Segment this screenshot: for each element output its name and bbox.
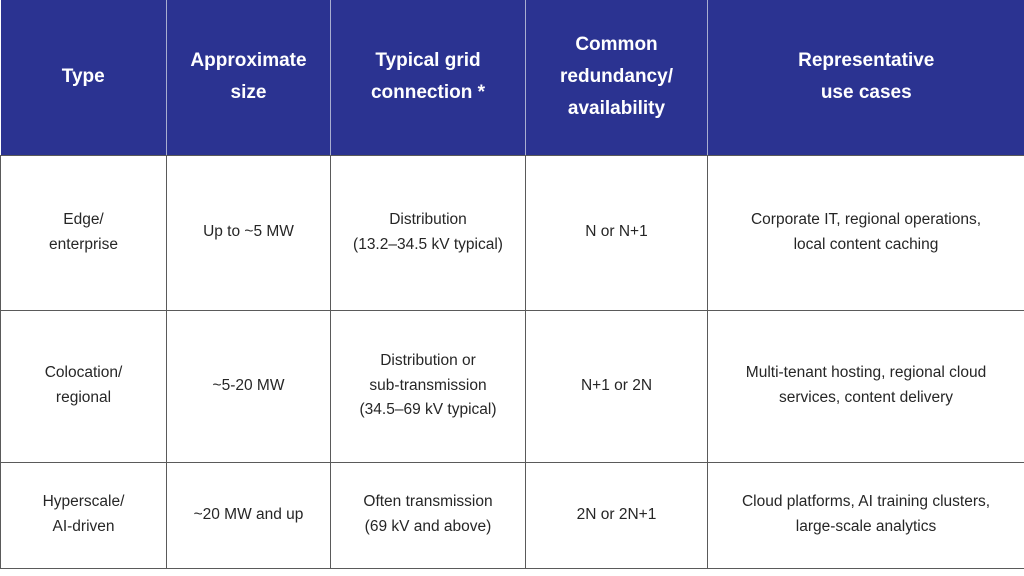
- table-row-colocation-regional: Colocation/ regional ~5-20 MW Distributi…: [0, 309, 1024, 463]
- cell-grid-connection: Distribution (13.2–34.5 kV typical): [330, 154, 526, 311]
- cell-type: Edge/ enterprise: [0, 154, 167, 311]
- cell-size: Up to ~5 MW: [166, 154, 331, 311]
- header-row: Type Approximate size Typical grid conne…: [0, 0, 1024, 156]
- table-row-edge-enterprise: Edge/ enterprise Up to ~5 MW Distributio…: [0, 154, 1024, 311]
- table-body: Edge/ enterprise Up to ~5 MW Distributio…: [0, 154, 1024, 569]
- column-header-type: Type: [0, 0, 167, 156]
- cell-type: Colocation/ regional: [0, 309, 167, 463]
- cell-use-cases: Multi-tenant hosting, regional cloud ser…: [707, 309, 1024, 463]
- cell-use-cases: Cloud platforms, AI training clusters, l…: [707, 461, 1024, 569]
- cell-size: ~5-20 MW: [166, 309, 331, 463]
- cell-grid-connection: Distribution or sub-transmission (34.5–6…: [330, 309, 526, 463]
- column-header-grid-connection: Typical grid connection *: [330, 0, 526, 156]
- table-header: Type Approximate size Typical grid conne…: [0, 0, 1024, 156]
- cell-redundancy: N or N+1: [525, 154, 708, 311]
- column-header-redundancy-availability: Common redundancy/ availability: [525, 0, 708, 156]
- cell-grid-connection: Often transmission (69 kV and above): [330, 461, 526, 569]
- cell-type: Hyperscale/ AI-driven: [0, 461, 167, 569]
- column-header-use-cases: Representative use cases: [707, 0, 1024, 156]
- cell-size: ~20 MW and up: [166, 461, 331, 569]
- cell-use-cases: Corporate IT, regional operations, local…: [707, 154, 1024, 311]
- table-row-hyperscale-ai-driven: Hyperscale/ AI-driven ~20 MW and up Ofte…: [0, 461, 1024, 569]
- cell-redundancy: N+1 or 2N: [525, 309, 708, 463]
- cell-redundancy: 2N or 2N+1: [525, 461, 708, 569]
- column-header-approximate-size: Approximate size: [166, 0, 331, 156]
